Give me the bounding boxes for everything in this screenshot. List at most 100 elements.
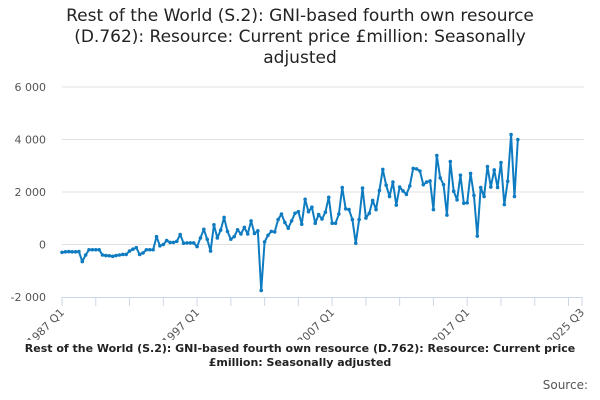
data-point bbox=[137, 252, 142, 257]
data-point bbox=[93, 247, 98, 252]
y-tick-label: 6 000 bbox=[15, 81, 47, 94]
data-point bbox=[63, 250, 68, 254]
data-point bbox=[391, 180, 395, 184]
data-point bbox=[276, 217, 280, 222]
data-point bbox=[435, 153, 439, 158]
data-point bbox=[431, 207, 436, 212]
line-chart: -2 000 0 2 000 4 000 6 000 1987 Q1 1997 Q1 2007… bbox=[11, 81, 588, 340]
data-point bbox=[384, 183, 388, 187]
data-point bbox=[340, 185, 345, 190]
data-point bbox=[455, 198, 459, 202]
data-point bbox=[367, 211, 372, 216]
data-point bbox=[144, 247, 149, 252]
data-point bbox=[289, 219, 294, 223]
footer-title: Rest of the World (S.2): GNI-based fourt… bbox=[24, 342, 576, 369]
data-point bbox=[293, 211, 297, 216]
data-point bbox=[80, 259, 85, 264]
data-point bbox=[330, 221, 334, 226]
data-point bbox=[303, 197, 307, 202]
x-tick-label: 2025 Q3 bbox=[545, 306, 588, 340]
data-point bbox=[489, 185, 493, 189]
y-tick-label: 2 000 bbox=[15, 186, 47, 199]
data-point bbox=[421, 182, 426, 187]
data-point bbox=[445, 213, 449, 217]
data-point bbox=[141, 251, 145, 255]
data-point bbox=[418, 169, 422, 173]
data-point bbox=[256, 229, 260, 233]
data-point bbox=[175, 239, 179, 244]
series-line bbox=[61, 133, 519, 292]
data-point bbox=[110, 254, 115, 259]
data-point bbox=[235, 228, 240, 232]
data-point bbox=[387, 194, 392, 199]
data-point bbox=[377, 188, 382, 193]
data-point bbox=[242, 225, 247, 230]
data-point bbox=[462, 201, 466, 206]
data-point bbox=[397, 185, 402, 189]
data-point bbox=[188, 241, 193, 245]
data-point bbox=[353, 241, 358, 245]
data-point bbox=[306, 209, 311, 214]
data-point bbox=[320, 217, 324, 221]
data-point bbox=[212, 223, 216, 227]
data-point bbox=[164, 238, 169, 243]
y-tick-label: 0 bbox=[39, 239, 46, 252]
data-point bbox=[286, 226, 291, 231]
data-point bbox=[370, 198, 375, 203]
data-point bbox=[323, 210, 328, 215]
data-point bbox=[499, 160, 503, 165]
data-point bbox=[232, 234, 237, 239]
data-point bbox=[208, 249, 213, 253]
data-point bbox=[120, 252, 125, 257]
data-point bbox=[181, 241, 186, 245]
data-point bbox=[185, 241, 189, 245]
data-point bbox=[495, 185, 500, 190]
data-point bbox=[168, 240, 172, 245]
data-point bbox=[333, 221, 338, 226]
data-point bbox=[360, 186, 365, 190]
data-point bbox=[337, 212, 341, 216]
data-point bbox=[178, 232, 182, 237]
data-point bbox=[266, 233, 270, 238]
data-point bbox=[60, 250, 64, 255]
data-point bbox=[458, 173, 463, 177]
data-point bbox=[222, 215, 226, 220]
data-point bbox=[465, 200, 469, 205]
data-point bbox=[161, 242, 166, 247]
data-point bbox=[516, 137, 520, 142]
data-point bbox=[262, 240, 267, 244]
y-tick-label: 4 000 bbox=[15, 134, 47, 147]
data-point bbox=[239, 232, 243, 236]
data-point bbox=[492, 168, 497, 172]
data-point bbox=[482, 194, 486, 199]
data-point bbox=[428, 179, 432, 183]
data-point bbox=[512, 194, 517, 199]
data-point bbox=[404, 192, 409, 197]
data-point bbox=[83, 253, 88, 257]
data-point bbox=[100, 253, 105, 257]
x-tick-label: 2017 Q1 bbox=[430, 306, 473, 340]
data-point bbox=[424, 180, 429, 184]
data-point bbox=[502, 202, 507, 207]
data-point bbox=[448, 159, 453, 164]
data-point bbox=[87, 247, 91, 252]
data-point bbox=[70, 250, 74, 254]
data-point bbox=[259, 288, 264, 293]
data-point bbox=[218, 228, 223, 232]
x-tick-label: 1987 Q1 bbox=[25, 306, 68, 340]
data-point bbox=[205, 237, 209, 242]
data-point bbox=[475, 234, 480, 238]
data-point bbox=[114, 253, 118, 258]
data-point bbox=[326, 195, 331, 200]
data-point bbox=[279, 212, 284, 216]
data-point bbox=[202, 227, 206, 232]
data-point bbox=[407, 184, 412, 188]
data-point bbox=[296, 209, 301, 214]
data-point bbox=[124, 252, 128, 257]
data-point bbox=[245, 232, 250, 236]
data-point bbox=[313, 221, 318, 226]
data-point bbox=[343, 207, 348, 211]
data-point bbox=[191, 241, 196, 245]
data-point bbox=[472, 193, 476, 198]
data-point bbox=[90, 247, 95, 252]
